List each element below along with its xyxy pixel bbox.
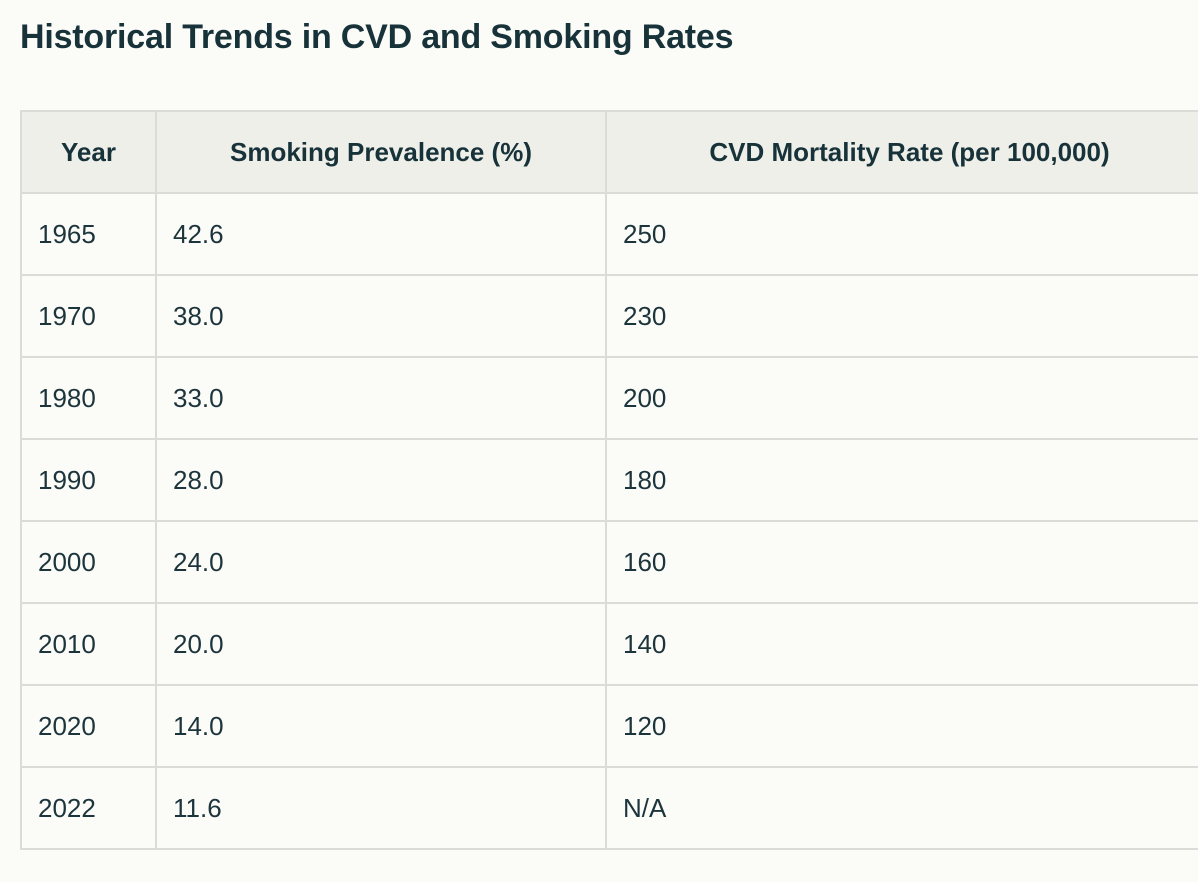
column-header-smoking-prevalence: Smoking Prevalence (%) xyxy=(155,110,607,194)
smoking-prevalence-cell: 42.6 xyxy=(155,192,607,276)
table-header-row: Year Smoking Prevalence (%) CVD Mortalit… xyxy=(20,110,1198,194)
page-title: Historical Trends in CVD and Smoking Rat… xyxy=(20,18,734,56)
table-row: 2020 14.0 120 xyxy=(20,684,1198,768)
smoking-prevalence-cell: 24.0 xyxy=(155,520,607,604)
table-row: 2000 24.0 160 xyxy=(20,520,1198,604)
smoking-prevalence-cell: 33.0 xyxy=(155,356,607,440)
year-cell: 1990 xyxy=(20,438,157,522)
cvd-mortality-cell: 250 xyxy=(605,192,1198,276)
year-cell: 2000 xyxy=(20,520,157,604)
cvd-mortality-cell: N/A xyxy=(605,766,1198,850)
table-row: 2022 11.6 N/A xyxy=(20,766,1198,850)
cvd-mortality-cell: 160 xyxy=(605,520,1198,604)
table-row: 1990 28.0 180 xyxy=(20,438,1198,522)
column-header-cvd-mortality-rate: CVD Mortality Rate (per 100,000) xyxy=(605,110,1198,194)
cvd-mortality-cell: 230 xyxy=(605,274,1198,358)
year-cell: 1980 xyxy=(20,356,157,440)
smoking-prevalence-cell: 38.0 xyxy=(155,274,607,358)
table-row: 2010 20.0 140 xyxy=(20,602,1198,686)
year-cell: 2022 xyxy=(20,766,157,850)
smoking-prevalence-cell: 20.0 xyxy=(155,602,607,686)
table-row: 1980 33.0 200 xyxy=(20,356,1198,440)
smoking-prevalence-cell: 11.6 xyxy=(155,766,607,850)
year-cell: 2020 xyxy=(20,684,157,768)
data-table-container: Year Smoking Prevalence (%) CVD Mortalit… xyxy=(20,110,1198,850)
column-header-year: Year xyxy=(20,110,157,194)
cvd-mortality-cell: 140 xyxy=(605,602,1198,686)
smoking-prevalence-cell: 28.0 xyxy=(155,438,607,522)
year-cell: 1965 xyxy=(20,192,157,276)
smoking-prevalence-cell: 14.0 xyxy=(155,684,607,768)
year-cell: 2010 xyxy=(20,602,157,686)
trends-table: Year Smoking Prevalence (%) CVD Mortalit… xyxy=(20,110,1198,850)
cvd-mortality-cell: 180 xyxy=(605,438,1198,522)
cvd-mortality-cell: 120 xyxy=(605,684,1198,768)
table-row: 1965 42.6 250 xyxy=(20,192,1198,276)
year-cell: 1970 xyxy=(20,274,157,358)
cvd-mortality-cell: 200 xyxy=(605,356,1198,440)
table-row: 1970 38.0 230 xyxy=(20,274,1198,358)
